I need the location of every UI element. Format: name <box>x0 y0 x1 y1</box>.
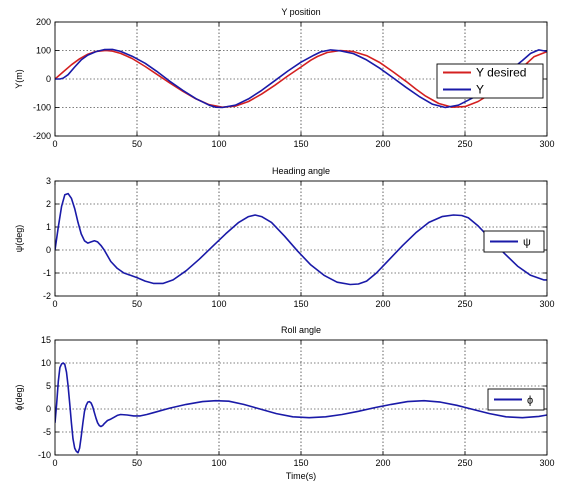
chart-title: Y position <box>281 7 320 17</box>
x-tick-label: 250 <box>457 139 472 149</box>
x-tick-label: 50 <box>132 458 142 468</box>
x-tick-label: 300 <box>539 458 554 468</box>
y-tick-label: -1 <box>43 268 51 278</box>
legend: Y desired Y <box>436 63 544 99</box>
y-tick-label: -2 <box>43 291 51 301</box>
x-tick-label: 100 <box>211 299 226 309</box>
x-tick-label: 200 <box>375 139 390 149</box>
x-tick-label: 50 <box>132 299 142 309</box>
axes-frame <box>54 21 548 137</box>
y-tick-label: 10 <box>41 358 51 368</box>
x-tick-label: 150 <box>293 458 308 468</box>
x-tick-label: 250 <box>457 458 472 468</box>
legend-label: Y desired <box>476 66 526 80</box>
subplot-3: 0 50 100 150 200 250 300 -10 -5 0 5 10 15 Roll angle ϕ… <box>14 325 555 481</box>
y-tick-label: 3 <box>46 176 51 186</box>
y-axis-label: Y(m) <box>14 69 24 89</box>
chart-title: Roll angle <box>281 325 321 335</box>
y-tick-label: 0 <box>46 74 51 84</box>
x-tick-label: 150 <box>293 139 308 149</box>
y-tick-label: 15 <box>41 335 51 345</box>
y-axis-label: ϕ(deg) <box>14 384 24 410</box>
chart-title: Heading angle <box>272 166 330 176</box>
y-tick-label: 0 <box>46 404 51 414</box>
series-line-1 <box>55 362 547 454</box>
series-line-1 <box>55 192 547 286</box>
y-tick-label: 200 <box>36 17 51 27</box>
x-axis-label: Time(s) <box>286 471 316 481</box>
x-tick-label: 300 <box>539 139 554 149</box>
y-tick-label: 1 <box>46 222 51 232</box>
y-tick-label: -200 <box>33 131 51 141</box>
y-tick-label: 5 <box>46 381 51 391</box>
y-tick-label: 0 <box>46 245 51 255</box>
y-tick-label: 2 <box>46 199 51 209</box>
x-tick-label: 150 <box>293 299 308 309</box>
x-tick-label: 100 <box>211 139 226 149</box>
x-tick-label: 0 <box>52 139 57 149</box>
y-tick-label: -5 <box>43 427 51 437</box>
subplot-1: 0 50 100 150 200 250 300 -200 -100 0 100 200 Y posit… <box>14 7 555 149</box>
legend-label: ψ <box>523 237 531 249</box>
series-line-2 <box>55 48 547 109</box>
axes-frame <box>54 180 548 297</box>
x-tick-label: 0 <box>52 299 57 309</box>
x-tick-label: 300 <box>539 299 554 309</box>
legend-box <box>436 63 544 99</box>
axes-frame <box>54 339 548 456</box>
y-tick-label: -100 <box>33 103 51 113</box>
x-tick-label: 100 <box>211 458 226 468</box>
legend-label: Y <box>476 83 484 97</box>
legend: ψ <box>483 230 545 253</box>
legend: ϕ <box>487 388 545 411</box>
x-tick-label: 200 <box>375 299 390 309</box>
x-tick-label: 200 <box>375 458 390 468</box>
y-axis-label: ψ(deg) <box>14 225 24 252</box>
x-tick-label: 250 <box>457 299 472 309</box>
x-tick-label: 0 <box>52 458 57 468</box>
subplot-2: 0 50 100 150 200 250 300 -2 -1 0 1 2 3 Heading angle ψ… <box>14 166 555 309</box>
series-line-1 <box>55 49 547 108</box>
x-tick-label: 50 <box>132 139 142 149</box>
y-tick-label: -10 <box>38 450 51 460</box>
legend-label: ϕ <box>527 395 533 407</box>
y-tick-label: 100 <box>36 46 51 56</box>
